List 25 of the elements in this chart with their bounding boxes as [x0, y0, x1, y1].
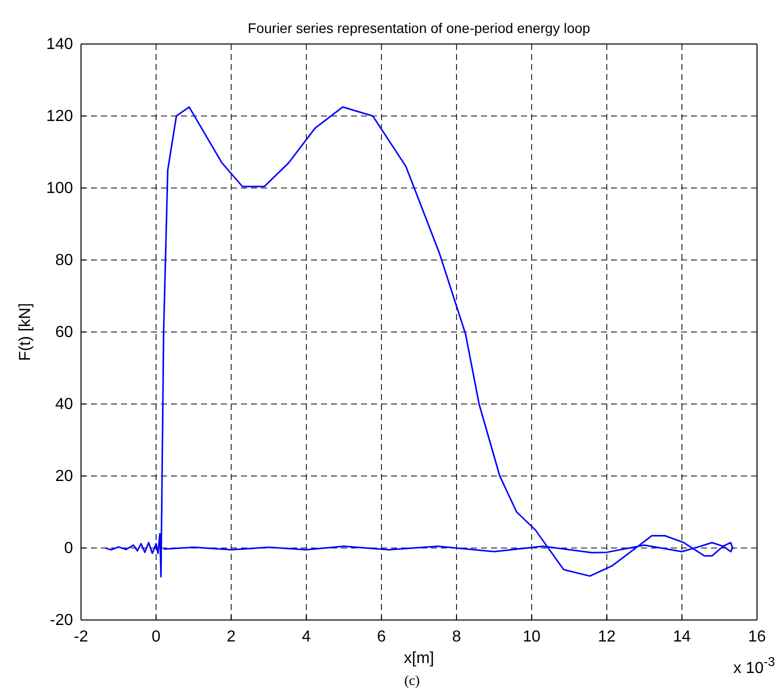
- text: x 10$^{-3}$: [733, 654, 775, 677]
- y-tick-label: 120: [46, 108, 74, 126]
- x-tick-label: 4: [302, 628, 311, 646]
- x-tick-label: 8: [452, 628, 462, 646]
- y-tick-label: 80: [55, 252, 74, 270]
- y-axis-title: F(t) [kN]: [17, 303, 34, 361]
- y-tick-label: 20: [55, 468, 74, 486]
- x-tick-label: 6: [376, 628, 386, 646]
- y-tick-label: 60: [55, 324, 74, 342]
- x-tick-label: 12: [598, 628, 616, 646]
- y-tick-label: -20: [50, 612, 74, 630]
- y-tick-label: 100: [46, 180, 74, 198]
- line-series: [104, 106, 734, 578]
- x-tick-label: 2: [226, 628, 236, 646]
- y-tick-label: 0: [64, 540, 74, 558]
- x-tick-label: 14: [672, 628, 691, 646]
- x-tick-label: 16: [748, 628, 766, 646]
- text: (c): [404, 674, 420, 689]
- x-tick-label: 0: [152, 628, 161, 646]
- y-tick-label: 140: [46, 36, 74, 54]
- x-tick-label: 10: [522, 628, 541, 646]
- chart-title: Fourier series representation of one-period energy loop: [248, 20, 590, 36]
- y-tick-label: 40: [55, 396, 74, 414]
- x-tick-label: -2: [74, 628, 88, 646]
- x-axis-title: x[m]: [404, 650, 434, 667]
